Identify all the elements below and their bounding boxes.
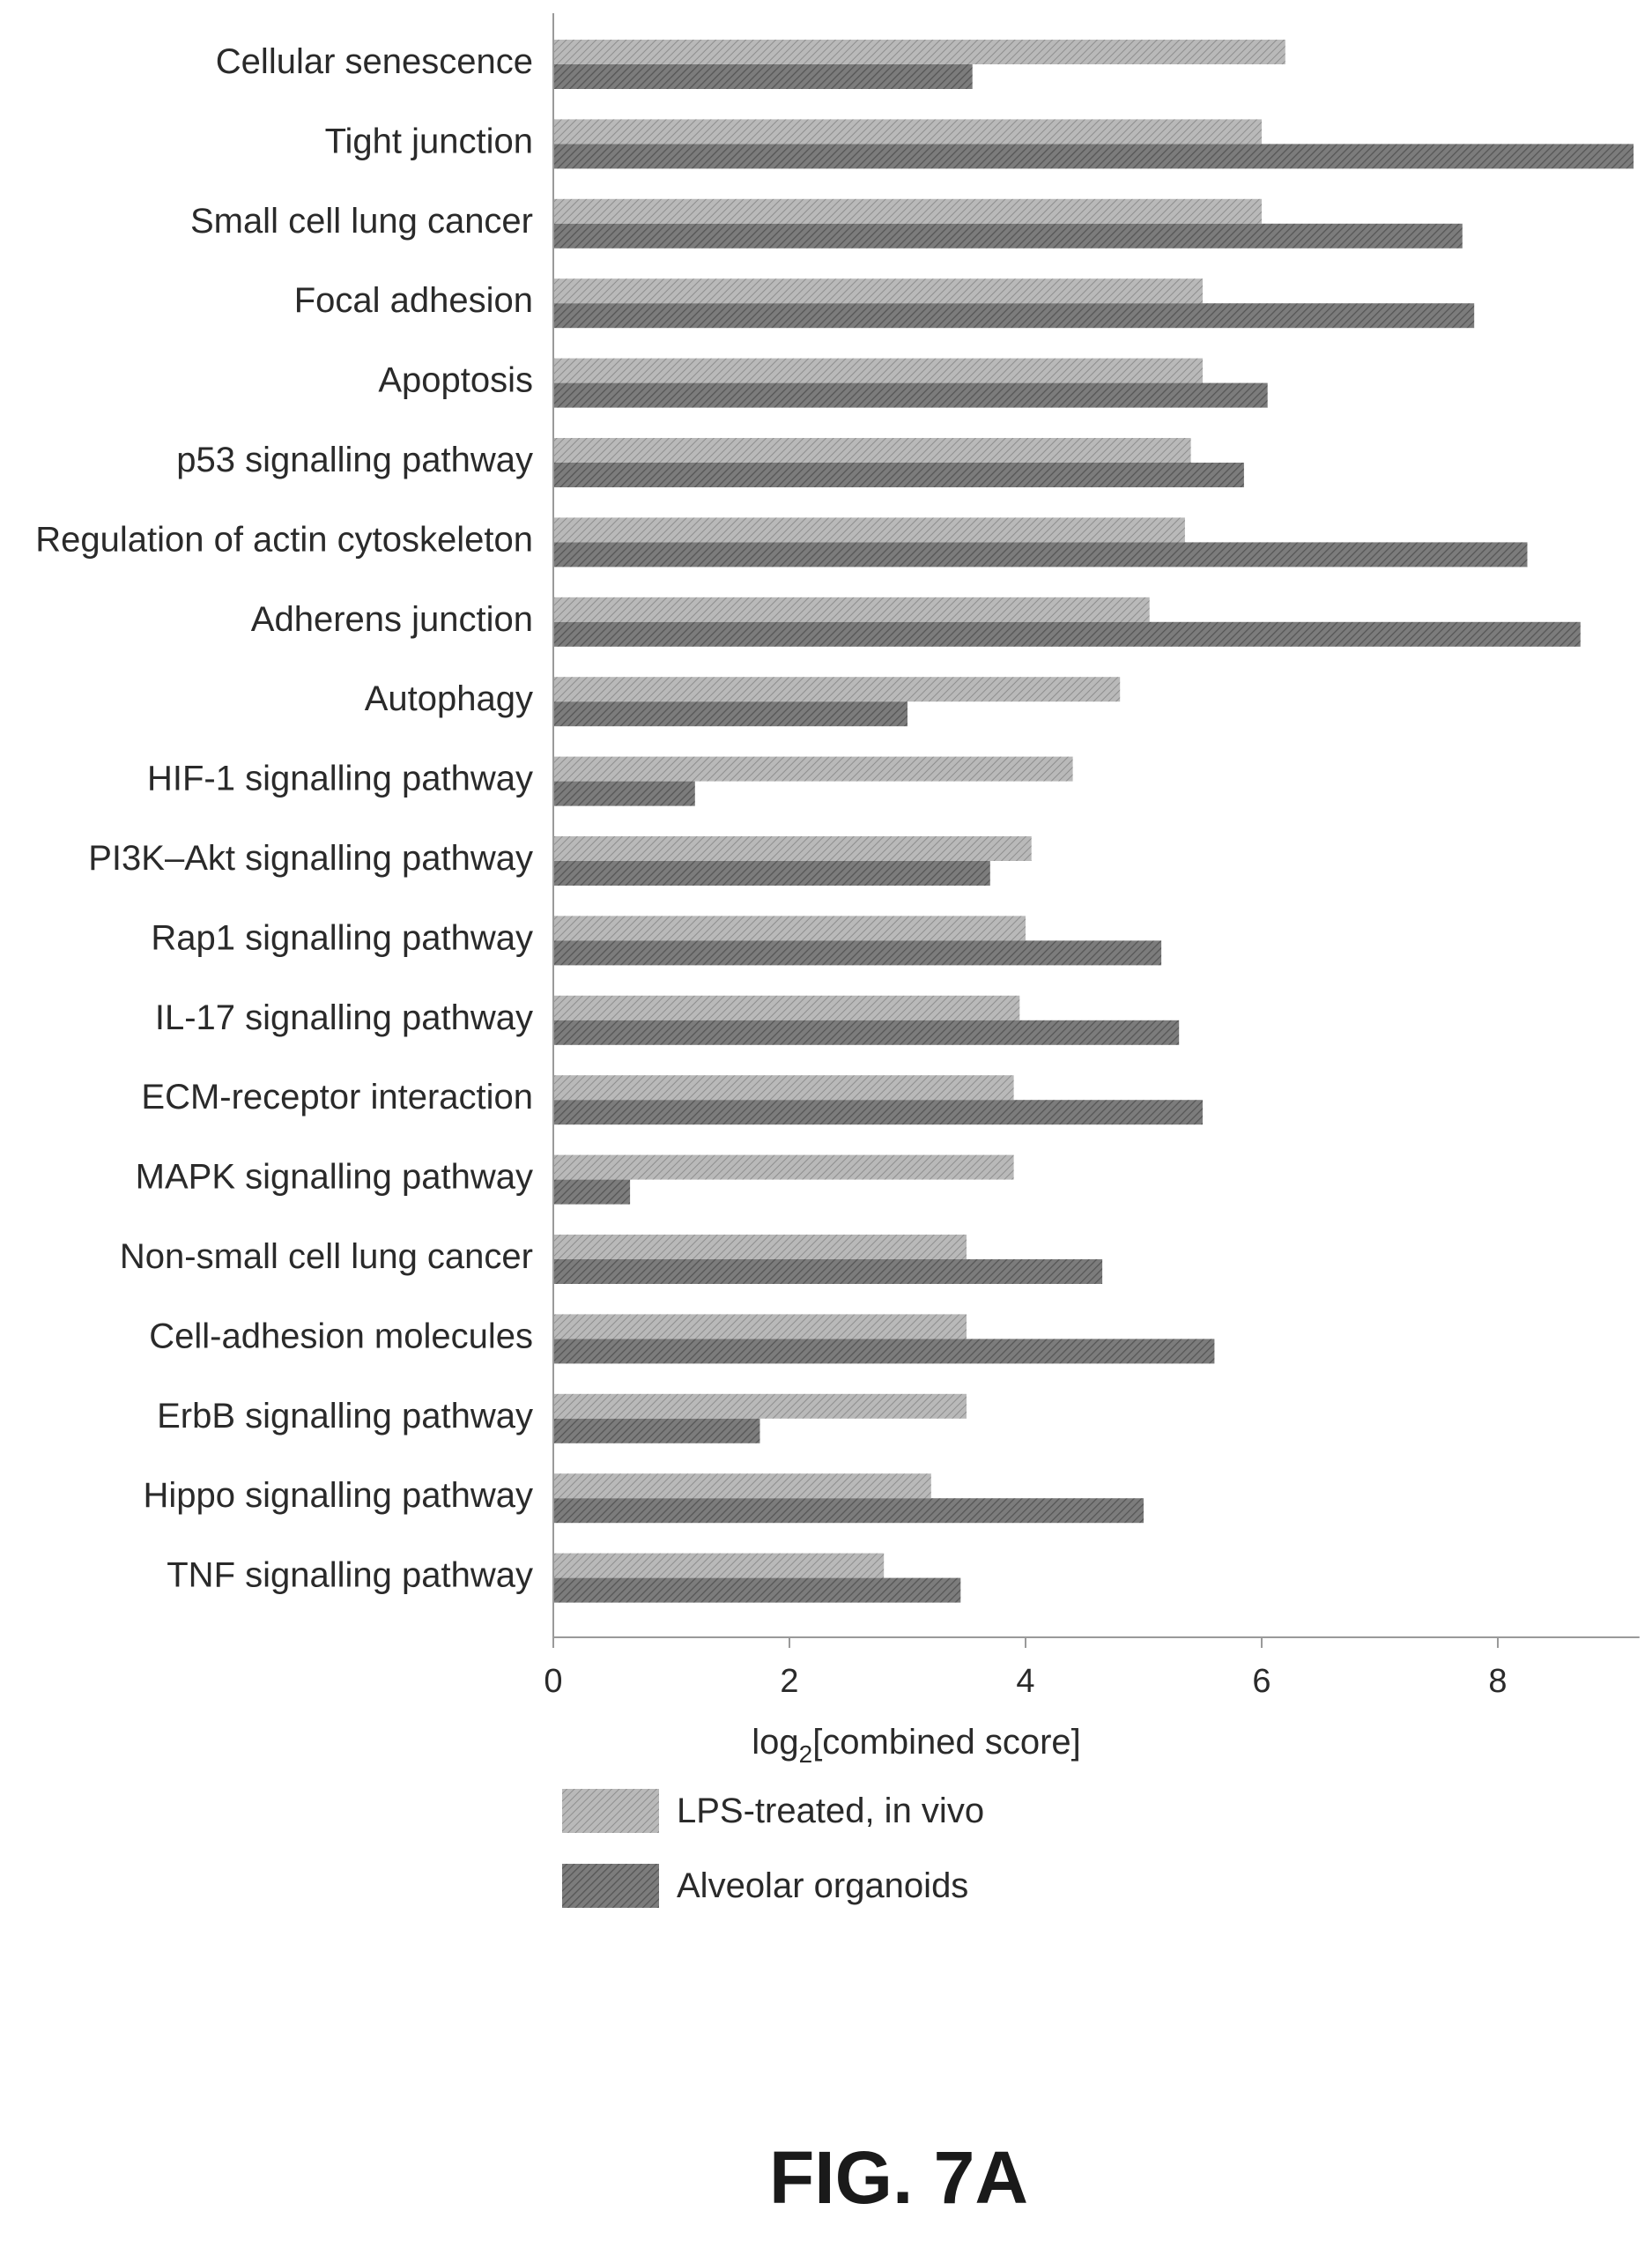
category-label: Apoptosis	[378, 361, 533, 400]
category-label: IL-17 signalling pathway	[155, 998, 533, 1037]
category-label: ECM-receptor interaction	[141, 1078, 533, 1117]
category-label: Non-small cell lung cancer	[120, 1237, 533, 1276]
legend-label-organoids: Alveolar organoids	[677, 1866, 968, 1905]
x-tick-label: 0	[544, 1663, 562, 1700]
bar-organoids	[553, 382, 1268, 408]
category-label: Small cell lung cancer	[190, 202, 533, 241]
bar-organoids	[553, 1498, 1144, 1524]
bar-lps	[553, 1314, 967, 1339]
bar-organoids	[553, 144, 1634, 169]
x-tick-label: 2	[780, 1663, 798, 1700]
bar-organoids	[553, 463, 1244, 487]
bar-lps	[553, 1075, 1014, 1101]
category-label: ErbB signalling pathway	[157, 1397, 533, 1436]
category-labels: Cellular senescence Tight junction Small c…	[35, 42, 533, 1595]
category-label: p53 signalling pathway	[176, 441, 533, 479]
bar-lps	[553, 1393, 967, 1419]
bar-lps	[553, 597, 1150, 622]
category-label: HIF-1 signalling pathway	[147, 760, 533, 798]
bar-lps	[553, 438, 1191, 463]
bar-lps	[553, 278, 1203, 304]
bar-organoids	[553, 1339, 1215, 1364]
category-label: Adherens junction	[251, 600, 533, 639]
category-label: Autophagy	[365, 679, 533, 718]
bar-organoids	[553, 303, 1475, 329]
bar-organoids	[553, 781, 695, 806]
bar-lps	[553, 517, 1185, 543]
bar-lps	[553, 756, 1073, 782]
category-label: Focal adhesion	[294, 281, 533, 320]
bar-lps	[553, 1473, 931, 1499]
bars	[553, 40, 1634, 1603]
category-label: Cellular senescence	[216, 42, 533, 81]
category-label: MAPK signalling pathway	[136, 1158, 533, 1197]
x-tick-label: 6	[1252, 1663, 1270, 1700]
bar-organoids	[553, 1179, 631, 1205]
bar-lps	[553, 119, 1262, 145]
category-label: Cell-adhesion molecules	[149, 1317, 533, 1355]
figure-caption: FIG. 7A	[769, 2136, 1028, 2219]
legend-swatch-organoids	[562, 1864, 659, 1908]
bar-lps	[553, 916, 1026, 941]
axes: 0 2 4 6 8	[544, 13, 1640, 1700]
bar-organoids	[553, 861, 990, 886]
bar-organoids	[553, 1020, 1180, 1045]
legend-swatch-lps	[562, 1789, 659, 1833]
bar-organoids	[553, 621, 1581, 647]
bar-organoids	[553, 223, 1463, 249]
x-axis-label: log2[combined score]	[752, 1723, 1081, 1768]
bar-lps	[553, 677, 1121, 702]
bar-organoids	[553, 940, 1162, 966]
bar-organoids	[553, 64, 973, 89]
legend: LPS-treated, in vivo Alveolar organoids	[562, 1789, 984, 1908]
x-tick-label: 8	[1488, 1663, 1507, 1700]
bar-lps	[553, 198, 1262, 224]
bar-lps	[553, 1154, 1014, 1180]
bar-lps	[553, 995, 1020, 1020]
bar-lps	[553, 40, 1285, 64]
bar-organoids	[553, 1259, 1103, 1284]
bar-lps	[553, 836, 1032, 861]
category-label: Rap1 signalling pathway	[151, 918, 533, 957]
category-label: Tight junction	[325, 122, 533, 160]
category-label: PI3K–Akt signalling pathway	[88, 839, 533, 878]
bar-lps	[553, 1553, 885, 1578]
bar-organoids	[553, 1418, 760, 1443]
category-label: TNF signalling pathway	[167, 1556, 533, 1595]
bar-lps	[553, 358, 1203, 383]
category-label: Regulation of actin cytoskeleton	[35, 520, 533, 559]
category-label: Hippo signalling pathway	[144, 1476, 534, 1515]
legend-label-lps: LPS-treated, in vivo	[677, 1792, 984, 1830]
bar-lps	[553, 1235, 967, 1259]
bar-organoids	[553, 1100, 1203, 1125]
bar-organoids	[553, 701, 907, 727]
bar-organoids	[553, 1577, 961, 1603]
x-tick-label: 4	[1016, 1663, 1034, 1700]
bar-organoids	[553, 542, 1528, 568]
